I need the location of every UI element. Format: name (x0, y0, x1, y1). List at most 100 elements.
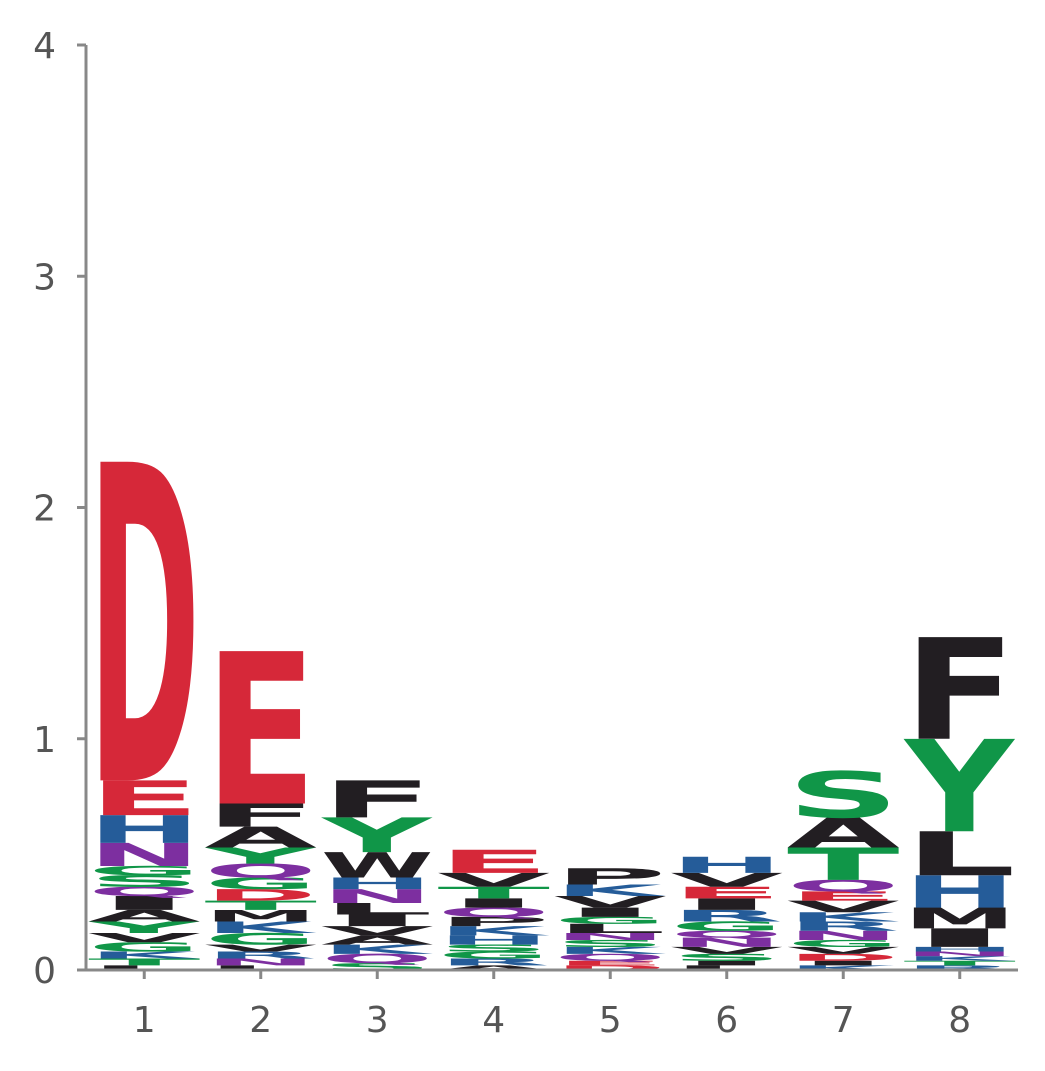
logo-letter-a: A (438, 964, 551, 971)
logo-letter-g: G (205, 930, 317, 949)
logo-letter-a: A (205, 821, 317, 854)
logo-letter-l: L (904, 820, 1016, 890)
x-tick-label: 6 (715, 1000, 738, 1041)
logo-letter-q: Q (671, 929, 783, 940)
logo-letter-k: K (554, 881, 666, 899)
logo-letter-i: I (554, 905, 666, 920)
logo-letter-n: N (205, 957, 317, 968)
logo-letter-g: G (88, 863, 200, 878)
logo-letter-s: S (554, 938, 666, 949)
logo-letter-f: F (321, 770, 434, 829)
logo-letter-i: I (904, 923, 1016, 953)
y-tick-label: 1 (33, 720, 56, 761)
logo-letter-p: P (438, 914, 550, 929)
y-tick-label: 0 (33, 951, 56, 992)
logo-letter-i: I (321, 911, 433, 929)
logo-letter-d: D (554, 964, 666, 971)
x-tick-label: 3 (366, 1000, 389, 1041)
logo-letter-k: K (205, 918, 317, 936)
x-tick-label: 8 (948, 1000, 971, 1041)
logo-letter-n: N (88, 837, 200, 874)
logo-letter-g: G (554, 915, 666, 926)
logo-letter-t: T (787, 839, 899, 890)
logo-letter-q: Q (205, 860, 317, 882)
logo-letter-l: L (554, 921, 666, 936)
letter-stacks: LTKGVYAIQSGNHEDLNRVGKMTDGQYAFESQKAVILNHW… (87, 376, 1017, 972)
logo-letter-v: V (671, 869, 783, 891)
logo-letter-y: Y (320, 809, 433, 864)
logo-letter-m: M (904, 902, 1016, 935)
logo-letter-l: L (321, 900, 433, 918)
logo-letter-t: T (88, 957, 201, 968)
logo-letter-t: T (904, 960, 1017, 967)
logo-letter-i: I (438, 896, 550, 911)
logo-letter-s: S (671, 952, 783, 963)
logo-letter-t: T (438, 884, 551, 903)
logo-letter-k: K (787, 910, 900, 925)
logo-letter-g: G (205, 874, 317, 893)
logo-letter-l: L (88, 964, 200, 971)
logo-letter-k: K (554, 945, 667, 956)
logo-letter-i: I (671, 960, 783, 967)
logo-letter-l: L (671, 964, 783, 971)
logo-letter-a: A (787, 810, 900, 858)
logo-letter-d: D (787, 952, 899, 963)
logo-letter-h: H (88, 808, 200, 852)
y-axis-ticks: 0 1 2 3 4 (33, 26, 86, 992)
logo-letter-k: K (88, 950, 201, 961)
logo-letter-n: N (321, 885, 433, 907)
logo-letter-e: E (88, 771, 201, 826)
logo-letter-n: N (787, 928, 899, 943)
logo-letter-n: N (554, 931, 666, 942)
logo-letter-v: V (321, 924, 434, 939)
x-tick-label: 5 (599, 1000, 622, 1041)
logo-letter-e: E (205, 610, 318, 853)
logo-letter-r: R (787, 919, 899, 934)
logo-letter-t: T (205, 898, 318, 913)
logo-letter-i: I (88, 892, 200, 914)
logo-letter-q: Q (321, 951, 433, 966)
y-tick-label: 2 (33, 489, 56, 530)
logo-letter-v: V (88, 931, 201, 946)
logo-letter-v: V (438, 869, 550, 891)
logo-letter-v: V (787, 898, 899, 916)
y-tick-label: 3 (33, 257, 56, 298)
logo-letter-g: G (671, 919, 783, 934)
logo-letter-d: D (205, 886, 317, 905)
logo-letter-v: V (554, 893, 666, 911)
logo-letter-f: F (904, 609, 1017, 772)
logo-letter-v: V (787, 945, 900, 956)
logo-letter-r: R (904, 964, 1016, 971)
logo-letter-f: F (205, 797, 318, 834)
logo-letter-q: Q (554, 952, 666, 963)
logo-letter-n: N (904, 950, 1016, 957)
x-tick-label: 1 (133, 1000, 156, 1041)
logo-letter-w: W (321, 845, 433, 886)
logo-letter-g: G (88, 940, 200, 955)
logo-letter-h: H (438, 933, 550, 948)
x-tick-label: 7 (832, 1000, 855, 1041)
logo-letter-n: N (671, 935, 783, 950)
logo-letter-s: S (787, 759, 899, 833)
logo-letter-q: Q (438, 905, 550, 920)
logo-letter-s: S (321, 961, 433, 972)
logo-letter-g: G (438, 950, 550, 961)
logo-letter-r: R (438, 957, 550, 968)
logo-letter-g: G (787, 938, 899, 949)
logo-letter-h: H (671, 852, 783, 878)
logo-letter-h: H (321, 874, 433, 893)
logo-letter-y: Y (903, 714, 1015, 862)
logo-letter-v: V (671, 945, 784, 956)
logo-letter-s: S (438, 943, 550, 954)
logo-letter-a: A (88, 907, 200, 925)
logo-letter-d: D (88, 376, 200, 884)
logo-letter-a: A (321, 933, 434, 948)
logo-letter-k: K (321, 942, 434, 957)
logo-letter-y: Y (203, 843, 316, 869)
